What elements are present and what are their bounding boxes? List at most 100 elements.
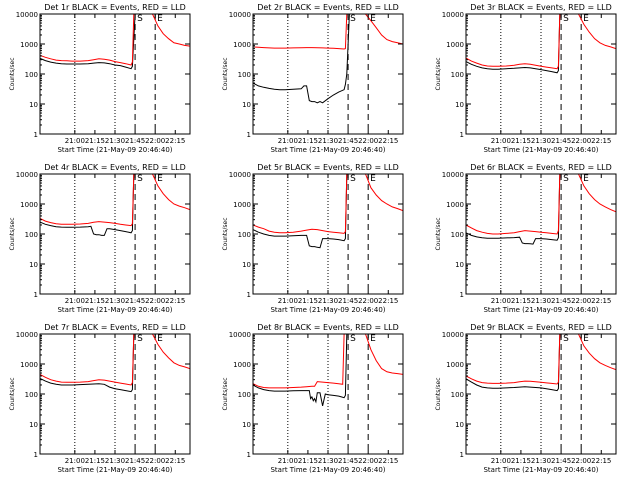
series-lld-line [40,334,190,386]
x-tick-label: 21:45 [551,457,571,465]
series-lld-line [40,14,190,66]
panel-title: Det 2r BLACK = Events, RED = LLD [257,3,399,12]
x-tick-label: 22:00 [571,297,591,305]
y-tick-label: 10 [242,261,251,269]
panel-title: Det 4r BLACK = Events, RED = LLD [44,163,186,172]
marker-s: S [563,174,569,184]
y-tick-label: 10 [455,101,464,109]
x-tick-label: 22:15 [591,297,611,305]
y-tick-label: 1 [460,131,464,139]
x-tick-label: 21:00 [278,297,298,305]
x-tick-label: 21:15 [298,297,318,305]
panel-title: Det 6r BLACK = Events, RED = LLD [470,163,612,172]
y-tick-label: 10 [29,421,38,429]
y-tick-label: 100 [25,391,38,399]
x-axis-label: Start Time (21-May-09 20:46:40) [483,466,598,474]
y-tick-label: 1 [34,291,38,299]
x-tick-label: 21:15 [85,457,105,465]
x-axis-label: Start Time (21-May-09 20:46:40) [57,146,172,154]
y-tick-label: 10000 [16,331,38,339]
panel-title: Det 5r BLACK = Events, RED = LLD [257,163,399,172]
y-tick-label: 10 [242,101,251,109]
marker-e: E [370,174,376,184]
y-tick-label: 10000 [442,11,464,19]
series-events-line [40,174,137,236]
y-tick-label: 10000 [229,331,251,339]
series-events-line [466,14,563,74]
y-tick-label: 10000 [229,11,251,19]
y-tick-label: 10000 [442,331,464,339]
x-tick-label: 21:45 [551,297,571,305]
panel-title: Det 7r BLACK = Events, RED = LLD [44,323,186,332]
x-tick-label: 22:00 [571,457,591,465]
x-tick-label: 21:00 [65,297,85,305]
x-tick-label: 22:15 [591,457,611,465]
panel-title: Det 1r BLACK = Events, RED = LLD [44,3,186,12]
y-axis-label: Counts/sec [435,57,442,90]
x-tick-label: 21:30 [318,457,338,465]
marker-e: E [583,334,589,344]
x-tick-label: 22:00 [145,137,165,145]
x-tick-label: 21:30 [318,297,338,305]
x-tick-label: 21:45 [125,297,145,305]
x-tick-label: 21:00 [491,297,511,305]
series-lld-line [40,174,190,227]
marker-s: S [563,14,569,24]
x-tick-label: 22:15 [378,457,398,465]
y-tick-label: 1000 [20,361,38,369]
y-tick-label: 1 [460,291,464,299]
y-tick-label: 100 [25,231,38,239]
y-tick-label: 10 [29,261,38,269]
y-tick-label: 100 [238,391,251,399]
series-events-line [253,14,350,104]
panel-det-9: Det 9r BLACK = Events, RED = LLD S E 1 10 100… [435,323,617,474]
panel-det-3: Det 3r BLACK = Events, RED = LLD S E 1 10 100… [435,3,617,154]
y-tick-label: 10 [242,421,251,429]
x-axis-label: Start Time (21-May-09 20:46:40) [57,466,172,474]
y-tick-label: 100 [451,391,464,399]
y-axis-label: Counts/sec [222,377,229,410]
y-tick-label: 1 [34,131,38,139]
marker-s: S [563,334,569,344]
y-tick-label: 10000 [16,11,38,19]
x-tick-label: 21:45 [125,137,145,145]
panel-det-6: Det 6r BLACK = Events, RED = LLD S E 1 10 100… [435,163,617,314]
y-axis-label: Counts/sec [9,377,16,410]
x-tick-label: 21:00 [65,137,85,145]
x-tick-label: 21:00 [278,137,298,145]
marker-s: S [137,334,143,344]
y-tick-label: 1 [247,131,251,139]
x-tick-label: 21:30 [531,137,551,145]
x-tick-label: 21:30 [318,137,338,145]
x-tick-label: 21:30 [105,297,125,305]
y-tick-label: 100 [238,231,251,239]
x-tick-label: 21:45 [338,297,358,305]
x-tick-label: 21:00 [491,457,511,465]
panel-title: Det 8r BLACK = Events, RED = LLD [257,323,399,332]
x-tick-label: 22:15 [165,297,185,305]
y-tick-label: 1 [460,451,464,459]
y-tick-label: 100 [238,71,251,79]
series-events-line [40,334,137,393]
x-tick-label: 21:15 [511,457,531,465]
x-tick-label: 22:00 [358,297,378,305]
y-tick-label: 10 [455,421,464,429]
marker-s: S [350,334,356,344]
y-tick-label: 1000 [446,361,464,369]
x-tick-label: 22:00 [571,137,591,145]
y-tick-label: 1000 [446,41,464,49]
y-tick-label: 100 [451,71,464,79]
x-tick-label: 22:15 [165,457,185,465]
y-tick-label: 1000 [233,41,251,49]
x-tick-label: 22:00 [358,457,378,465]
x-axis-label: Start Time (21-May-09 20:46:40) [57,306,172,314]
x-tick-label: 21:15 [511,297,531,305]
x-axis-label: Start Time (21-May-09 20:46:40) [270,306,385,314]
series-events-line [40,14,148,70]
marker-e: E [370,334,376,344]
y-axis-label: Counts/sec [222,57,229,90]
panel-det-5: Det 5r BLACK = Events, RED = LLD S E 1 10 100… [222,163,404,314]
series-lld-line [253,174,403,234]
x-tick-label: 21:00 [65,457,85,465]
